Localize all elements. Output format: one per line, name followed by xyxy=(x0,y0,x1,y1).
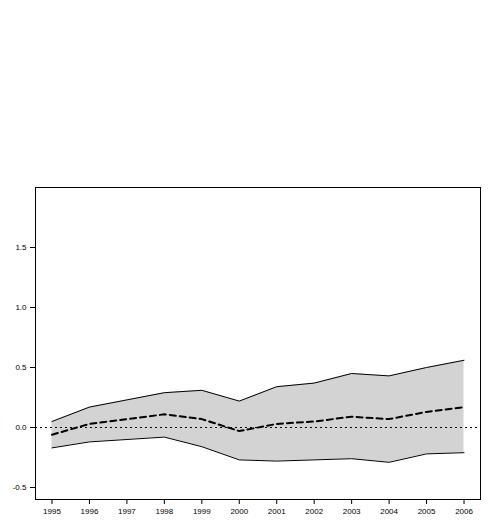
svg-text:0.0: 0.0 xyxy=(15,423,27,432)
svg-text:0.5: 0.5 xyxy=(15,363,27,372)
svg-text:2001: 2001 xyxy=(268,507,286,516)
svg-text:2004: 2004 xyxy=(380,507,398,516)
svg-text:1.5: 1.5 xyxy=(15,243,27,252)
svg-text:1999: 1999 xyxy=(193,507,211,516)
svg-text:-0.5: -0.5 xyxy=(13,483,27,492)
svg-text:2000: 2000 xyxy=(230,507,248,516)
svg-text:2005: 2005 xyxy=(418,507,436,516)
svg-text:1998: 1998 xyxy=(155,507,173,516)
svg-text:2002: 2002 xyxy=(305,507,323,516)
svg-text:1.0: 1.0 xyxy=(15,303,27,312)
svg-text:2003: 2003 xyxy=(343,507,361,516)
svg-text:1996: 1996 xyxy=(81,507,99,516)
svg-text:2006: 2006 xyxy=(455,507,473,516)
svg-text:1997: 1997 xyxy=(118,507,136,516)
svg-text:1995: 1995 xyxy=(43,507,61,516)
